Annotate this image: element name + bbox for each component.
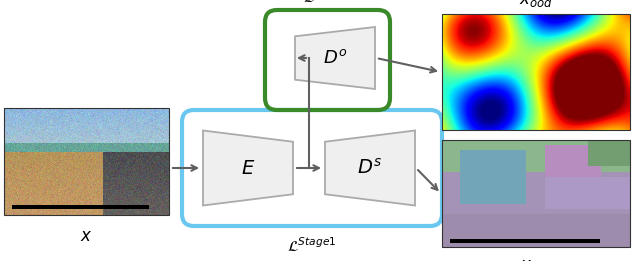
Text: $D^s$: $D^s$ bbox=[357, 158, 383, 178]
Bar bbox=[442, 140, 630, 247]
Text: $x_{ood}$: $x_{ood}$ bbox=[519, 0, 553, 9]
Text: $\mathcal{L}^{Stage1}$: $\mathcal{L}^{Stage1}$ bbox=[287, 236, 337, 254]
Polygon shape bbox=[203, 130, 293, 205]
Text: $x$: $x$ bbox=[80, 227, 93, 245]
Text: $\mathcal{L}^{Stage2}$: $\mathcal{L}^{Stage2}$ bbox=[303, 0, 352, 5]
Polygon shape bbox=[295, 27, 375, 89]
Bar bbox=[4, 108, 169, 215]
Bar bbox=[442, 14, 630, 130]
Text: $x_{seg}$: $x_{seg}$ bbox=[520, 259, 552, 261]
Polygon shape bbox=[325, 130, 415, 205]
Text: $D^o$: $D^o$ bbox=[323, 49, 347, 67]
Text: $E$: $E$ bbox=[241, 158, 255, 177]
